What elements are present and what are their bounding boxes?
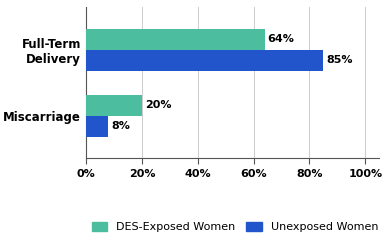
Bar bbox=[86, 116, 108, 137]
Text: 64%: 64% bbox=[267, 34, 294, 44]
Bar bbox=[86, 95, 142, 116]
Text: 85%: 85% bbox=[326, 55, 353, 65]
Text: 20%: 20% bbox=[145, 100, 171, 110]
Bar bbox=[86, 29, 265, 50]
Legend: DES-Exposed Women, Unexposed Women: DES-Exposed Women, Unexposed Women bbox=[91, 222, 378, 232]
Text: 8%: 8% bbox=[111, 121, 130, 131]
Bar bbox=[86, 50, 323, 71]
